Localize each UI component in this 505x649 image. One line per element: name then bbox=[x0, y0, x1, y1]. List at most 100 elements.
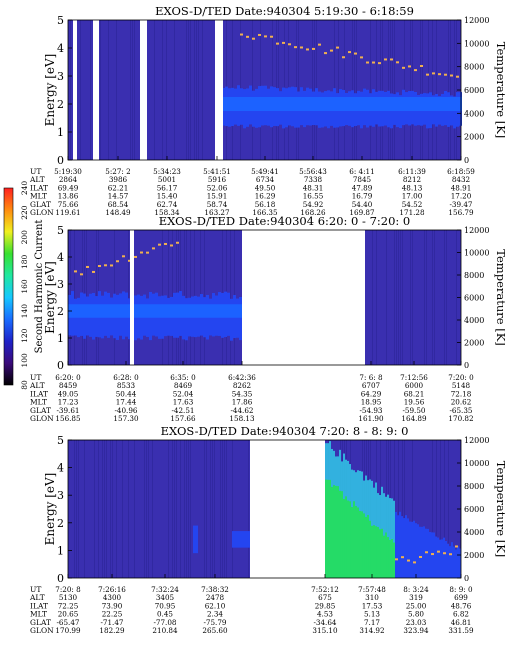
table-cell: 6734 bbox=[256, 175, 275, 184]
table-cell: 16.55 bbox=[303, 192, 324, 201]
y2-tick-label: 12000 bbox=[464, 436, 489, 445]
burst-green-cell bbox=[361, 511, 363, 578]
texture-stripe bbox=[186, 230, 187, 365]
burst-tail-cell bbox=[445, 540, 447, 578]
temperature-point bbox=[408, 65, 411, 68]
table-cell: 17.00 bbox=[402, 192, 423, 201]
ion-band-core-cell bbox=[393, 97, 396, 111]
table-cell: 16.29 bbox=[255, 192, 276, 201]
ion-band-core-cell bbox=[261, 97, 264, 111]
temperature-point bbox=[438, 73, 441, 76]
burst-tail-cell bbox=[409, 521, 411, 578]
table-cell: 7.17 bbox=[364, 618, 380, 627]
temperature-point bbox=[270, 35, 273, 38]
feature-blue-patch bbox=[193, 525, 198, 554]
ion-band-core-cell bbox=[161, 304, 164, 318]
y-axis-title: Energy [eV] bbox=[43, 54, 57, 127]
burst-green-cell bbox=[379, 529, 381, 578]
texture-stripe bbox=[226, 440, 227, 578]
table-cell: 3405 bbox=[156, 593, 175, 602]
texture-stripe bbox=[80, 20, 81, 160]
temperature-point bbox=[264, 35, 267, 38]
table-cell: 62.10 bbox=[205, 601, 226, 610]
ion-band-core-cell bbox=[432, 97, 435, 111]
texture-stripe bbox=[78, 440, 79, 578]
burst-tail-cell bbox=[401, 516, 403, 578]
ion-band-core-cell bbox=[200, 304, 203, 318]
temperature-point bbox=[146, 251, 149, 254]
texture-stripe bbox=[110, 440, 111, 578]
ion-band-core-cell bbox=[101, 304, 104, 318]
table-cell: 157.30 bbox=[113, 414, 139, 423]
ion-band-core-cell bbox=[324, 97, 327, 111]
ion-band-core-cell bbox=[297, 97, 300, 111]
table-cell: 16.79 bbox=[352, 192, 373, 201]
texture-stripe bbox=[444, 440, 445, 578]
y2-tick-label: 2000 bbox=[464, 133, 484, 142]
table-cell: 6000 bbox=[405, 381, 424, 390]
table-cell: 17.53 bbox=[362, 601, 383, 610]
temperature-point bbox=[407, 559, 410, 562]
texture-stripe bbox=[180, 440, 181, 578]
texture-stripe bbox=[400, 230, 401, 365]
table-cell: 5:56:43 bbox=[299, 167, 327, 176]
texture-stripe bbox=[102, 440, 103, 578]
table-cell: 158.34 bbox=[154, 208, 180, 217]
table-cell: 7:52:12 bbox=[311, 585, 339, 594]
temperature-point bbox=[276, 42, 279, 45]
table-cell: 4.53 bbox=[317, 610, 333, 619]
y2-tick-label: 8000 bbox=[464, 63, 484, 72]
temperature-point bbox=[306, 48, 309, 51]
colorbar-tick-label: 80 bbox=[20, 380, 29, 390]
temperature-point bbox=[300, 46, 303, 49]
y2-axis-title: Temperature [K] bbox=[494, 42, 505, 139]
y-tick-label: 2 bbox=[57, 517, 64, 530]
table-row-label: ALT bbox=[29, 175, 45, 184]
texture-stripe bbox=[354, 20, 355, 160]
burst-tail-cell bbox=[447, 543, 449, 578]
y-tick-label: 5 bbox=[57, 224, 64, 237]
table-cell: 73.90 bbox=[102, 601, 123, 610]
y-tick-label: 3 bbox=[57, 278, 64, 291]
table-cell: -75.79 bbox=[203, 618, 226, 627]
table-cell: 164.89 bbox=[401, 414, 427, 423]
ion-band-core-cell bbox=[282, 97, 285, 111]
texture-stripe bbox=[90, 20, 91, 160]
ion-band-core-cell bbox=[279, 97, 282, 111]
texture-stripe bbox=[74, 440, 75, 578]
temperature-point bbox=[288, 43, 291, 46]
temperature-point bbox=[318, 43, 321, 46]
ion-band-core-cell bbox=[107, 304, 110, 318]
ion-band-core-cell bbox=[447, 97, 450, 111]
table-cell: 68.21 bbox=[404, 389, 425, 398]
y-tick-label: 3 bbox=[57, 489, 64, 502]
table-cell: 210.84 bbox=[152, 626, 178, 635]
texture-stripe bbox=[166, 20, 167, 160]
ion-band-core-cell bbox=[228, 97, 231, 111]
ion-band-core-cell bbox=[426, 97, 429, 111]
ion-band-core-cell bbox=[237, 97, 240, 111]
texture-stripe bbox=[312, 20, 313, 160]
table-cell: 315.10 bbox=[312, 626, 338, 635]
texture-stripe bbox=[174, 20, 175, 160]
texture-stripe bbox=[370, 20, 371, 160]
ion-band-cell bbox=[230, 298, 233, 341]
texture-stripe bbox=[382, 20, 383, 160]
texture-stripe bbox=[122, 440, 123, 578]
ion-band-core-cell bbox=[375, 97, 378, 111]
burst-tail-cell bbox=[419, 526, 421, 578]
table-cell: 2.34 bbox=[207, 610, 223, 619]
table-cell: 265.60 bbox=[202, 626, 228, 635]
texture-stripe bbox=[314, 20, 315, 160]
table-cell: 52.06 bbox=[207, 183, 228, 192]
table-cell: 3986 bbox=[109, 175, 128, 184]
temperature-point bbox=[455, 545, 458, 548]
table-cell: 13.86 bbox=[58, 192, 79, 201]
texture-stripe bbox=[432, 230, 433, 365]
ion-band-core-cell bbox=[414, 97, 417, 111]
table-cell: 5148 bbox=[452, 381, 471, 390]
temperature-point bbox=[437, 550, 440, 553]
burst-tail-cell bbox=[403, 518, 405, 578]
texture-stripe bbox=[106, 440, 107, 578]
